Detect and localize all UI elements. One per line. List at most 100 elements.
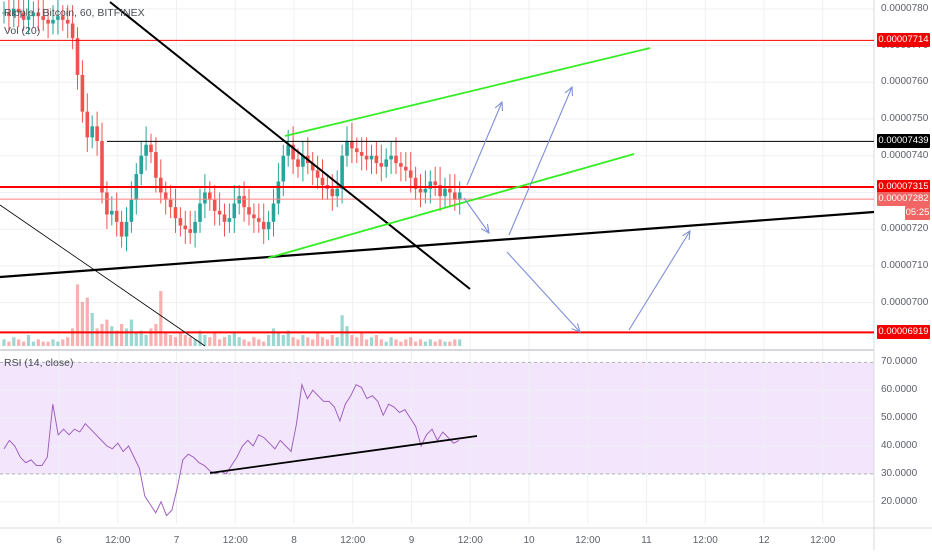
volume-bar bbox=[115, 330, 119, 346]
price-tag: 0.00007282 bbox=[877, 192, 930, 207]
candle-body bbox=[286, 144, 290, 156]
volume-bar bbox=[414, 341, 418, 346]
candle-body bbox=[100, 141, 104, 193]
volume-bar bbox=[428, 339, 432, 346]
candle-body bbox=[448, 188, 452, 193]
time-tick-label: 9 bbox=[408, 535, 415, 546]
candle-body bbox=[80, 74, 85, 112]
candle-body bbox=[237, 196, 241, 204]
volume-bar bbox=[198, 330, 202, 346]
volume-bar bbox=[222, 337, 227, 346]
volume-bar bbox=[12, 337, 16, 346]
volume-bar bbox=[144, 335, 148, 346]
volume-bar bbox=[124, 328, 129, 346]
rsi-tick-label: 70.0000 bbox=[881, 356, 918, 368]
volume-bar bbox=[85, 297, 89, 346]
candle-body bbox=[364, 155, 369, 160]
candle-body bbox=[208, 192, 212, 200]
channel-upper-line bbox=[284, 47, 651, 137]
candle-body bbox=[457, 192, 462, 200]
candle-body bbox=[163, 192, 168, 200]
volume-bar bbox=[51, 339, 55, 346]
volume-bar bbox=[374, 335, 378, 346]
support-trendline bbox=[0, 210, 875, 279]
volume-bar bbox=[7, 341, 11, 346]
volume-bar bbox=[335, 337, 339, 346]
volume-bar bbox=[448, 341, 452, 346]
time-tick-label: 12 bbox=[758, 535, 770, 546]
volume-bar bbox=[276, 332, 280, 346]
volume-bar bbox=[306, 337, 310, 346]
price-pane bbox=[0, 0, 874, 346]
volume-bar bbox=[149, 328, 153, 346]
candle-body bbox=[144, 144, 148, 156]
volume-bar bbox=[418, 339, 423, 346]
price-tick-label: 0.0000710 bbox=[881, 259, 929, 271]
candle-body bbox=[266, 221, 271, 230]
time-tick-label: 12:00 bbox=[222, 535, 248, 546]
candle-body bbox=[453, 192, 457, 200]
symbol-legend[interactable]: Ripple / Bitcoin, 60, BITFINEX bbox=[4, 7, 145, 19]
volume-bar bbox=[232, 332, 236, 346]
candle-body bbox=[242, 196, 246, 208]
candle-body bbox=[159, 177, 163, 193]
rsi-trendline bbox=[209, 435, 478, 474]
volume-bar bbox=[281, 335, 285, 346]
volume-bar bbox=[31, 341, 35, 346]
time-tick-label: 12:00 bbox=[810, 535, 836, 546]
candle-body bbox=[110, 210, 114, 215]
volume-bar bbox=[433, 341, 437, 346]
volume-legend[interactable]: Vol (20) bbox=[4, 25, 41, 37]
candle-body bbox=[61, 16, 65, 20]
volume-bar bbox=[203, 335, 207, 346]
candle-body bbox=[369, 155, 374, 160]
volume-bar bbox=[291, 337, 295, 346]
volume-bar bbox=[95, 328, 99, 346]
candle-body bbox=[335, 188, 339, 197]
volume-bar bbox=[389, 337, 393, 346]
volume-bar bbox=[301, 335, 305, 346]
projection-arrowhead bbox=[494, 100, 504, 112]
candle-body bbox=[16, 8, 21, 13]
candle-body bbox=[261, 221, 266, 230]
time-tick-label: 7 bbox=[173, 535, 180, 546]
volume-bar bbox=[218, 339, 222, 346]
thin-trendline bbox=[0, 204, 206, 347]
candle-body bbox=[36, 12, 41, 17]
candle-body bbox=[119, 221, 124, 237]
volume-bar bbox=[71, 328, 75, 346]
candle-body bbox=[173, 207, 178, 219]
volume-bar bbox=[22, 341, 26, 346]
volume-bar bbox=[340, 315, 344, 346]
candle-body bbox=[340, 155, 344, 189]
candle-body bbox=[433, 181, 437, 186]
volume-bar bbox=[286, 330, 290, 346]
rsi-legend[interactable]: RSI (14, close) bbox=[4, 357, 74, 369]
volume-bar bbox=[350, 335, 354, 346]
candle-body bbox=[129, 199, 134, 222]
volume-bar bbox=[193, 339, 197, 346]
volume-bar bbox=[208, 337, 212, 346]
volume-bar bbox=[213, 332, 217, 346]
candle-body bbox=[271, 203, 276, 222]
volume-bar bbox=[365, 339, 369, 346]
volume-bar bbox=[17, 339, 21, 346]
volume-bar bbox=[173, 337, 178, 346]
volume-bar bbox=[458, 339, 462, 346]
volume-bar bbox=[296, 339, 300, 346]
volume-bar bbox=[75, 284, 80, 346]
price-tag: 0.00007315 bbox=[877, 179, 930, 194]
volume-bar bbox=[369, 337, 374, 346]
volume-bar bbox=[409, 337, 413, 346]
candle-body bbox=[7, 12, 11, 17]
projection-arrow bbox=[628, 230, 691, 331]
candle-body bbox=[193, 221, 197, 233]
volume-bar bbox=[252, 337, 256, 346]
volume-bar bbox=[169, 335, 173, 346]
candle-body bbox=[105, 192, 109, 215]
candle-body bbox=[168, 199, 173, 208]
volume-bar bbox=[134, 332, 138, 346]
candle-body bbox=[384, 159, 388, 167]
